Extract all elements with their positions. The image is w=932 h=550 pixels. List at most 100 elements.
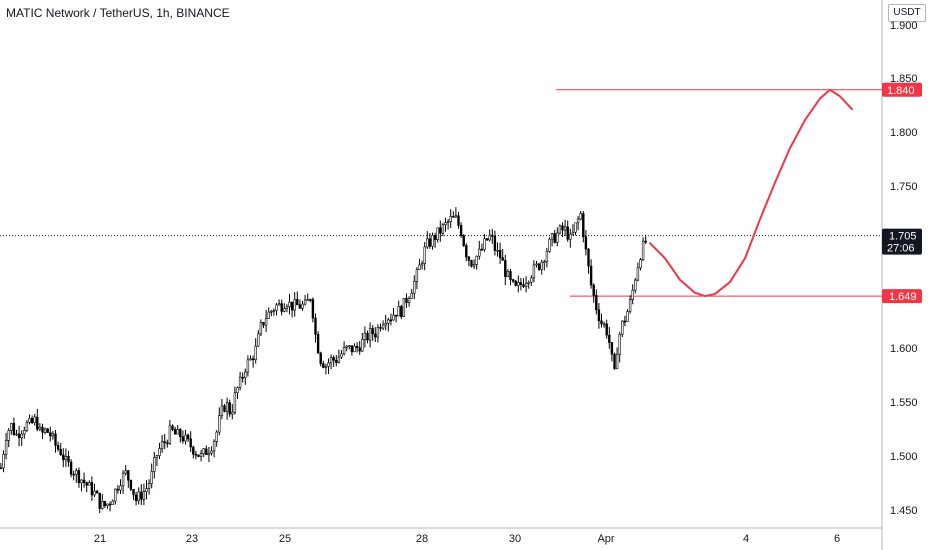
y-tick-label: 1.450 bbox=[890, 505, 918, 517]
candle-body bbox=[579, 213, 582, 220]
candle-body bbox=[176, 429, 179, 435]
candle-body bbox=[628, 299, 632, 312]
candle-body bbox=[293, 299, 296, 311]
candle-body bbox=[163, 441, 166, 444]
candle-body bbox=[478, 248, 481, 257]
candle-body bbox=[49, 432, 52, 437]
candle-body bbox=[140, 491, 143, 500]
candle-body bbox=[553, 233, 556, 243]
candle-body bbox=[545, 251, 549, 262]
candle-body bbox=[223, 405, 226, 412]
candle-body bbox=[342, 347, 346, 355]
candle-body bbox=[36, 416, 39, 430]
candle-body bbox=[228, 402, 231, 415]
candle-body bbox=[296, 299, 299, 306]
candle-body bbox=[522, 284, 525, 287]
candle-body bbox=[462, 235, 465, 246]
candle-body bbox=[605, 323, 608, 336]
candle-body bbox=[238, 376, 242, 388]
candle-body bbox=[353, 345, 356, 353]
candle-body bbox=[470, 260, 473, 267]
candle-body bbox=[561, 225, 564, 231]
candle-body bbox=[332, 357, 335, 361]
candle-body bbox=[418, 264, 421, 271]
candle-body bbox=[205, 448, 208, 456]
y-tick-label: 1.800 bbox=[890, 127, 918, 139]
candle-body bbox=[485, 238, 489, 241]
candle-body bbox=[153, 457, 156, 472]
support-price-badge: 1.649 bbox=[882, 289, 922, 304]
candle-body bbox=[262, 322, 265, 326]
candle-body bbox=[428, 238, 432, 247]
last-price-text: 1.705 bbox=[889, 231, 917, 243]
candle-body bbox=[137, 491, 140, 502]
candle-body bbox=[10, 423, 13, 431]
candle-body bbox=[532, 264, 536, 279]
candle-body bbox=[311, 299, 315, 319]
candle-body bbox=[155, 455, 159, 458]
candle-body bbox=[28, 418, 31, 423]
candle-body bbox=[423, 246, 426, 264]
candle-body bbox=[454, 215, 458, 218]
candle-body bbox=[171, 425, 174, 430]
candle-body bbox=[69, 461, 73, 475]
candle-body bbox=[199, 453, 203, 457]
candle-body bbox=[150, 471, 153, 484]
candle-body bbox=[111, 500, 114, 505]
candle-body bbox=[316, 334, 320, 354]
candle-body bbox=[319, 352, 322, 364]
candle-body bbox=[626, 311, 629, 322]
candle-body bbox=[329, 357, 333, 364]
candle-body bbox=[25, 422, 29, 431]
currency-label[interactable]: USDT bbox=[888, 4, 926, 22]
candle-body bbox=[530, 277, 533, 283]
candle-body bbox=[106, 503, 109, 506]
candle-body bbox=[306, 299, 309, 301]
candle-body bbox=[62, 454, 65, 461]
candle-body bbox=[407, 298, 411, 303]
candle-body bbox=[631, 289, 634, 300]
candle-body bbox=[379, 327, 382, 329]
candle-body bbox=[368, 328, 372, 341]
candle-body bbox=[623, 320, 627, 323]
y-tick-label: 1.850 bbox=[890, 73, 918, 85]
candle-body bbox=[576, 218, 580, 224]
candle-body bbox=[285, 306, 289, 309]
candle-body bbox=[644, 240, 647, 243]
candle-body bbox=[574, 222, 577, 233]
candle-body bbox=[95, 490, 99, 494]
candle-body bbox=[246, 359, 250, 373]
candle-body bbox=[537, 263, 541, 270]
candle-body bbox=[402, 297, 406, 317]
candle-body bbox=[114, 488, 117, 502]
candle-body bbox=[90, 482, 94, 496]
candle-body bbox=[548, 238, 551, 252]
candle-body bbox=[309, 299, 312, 301]
candle-body bbox=[272, 310, 276, 312]
candle-body bbox=[218, 415, 221, 433]
candle-body bbox=[20, 433, 23, 439]
candle-body bbox=[12, 423, 16, 435]
candle-body bbox=[350, 345, 354, 353]
candle-body bbox=[192, 446, 195, 455]
candle-body bbox=[540, 261, 543, 270]
candle-body bbox=[166, 442, 169, 445]
candle-body bbox=[4, 440, 8, 455]
candle-body bbox=[480, 248, 484, 251]
candle-body bbox=[465, 245, 468, 258]
candle-body bbox=[280, 303, 283, 312]
candle-body bbox=[254, 345, 257, 360]
projection-curve[interactable] bbox=[649, 88, 853, 298]
y-tick-label: 1.550 bbox=[890, 397, 918, 409]
candle-body bbox=[38, 426, 42, 430]
x-tick-label: 23 bbox=[186, 533, 198, 545]
support-price-text: 1.649 bbox=[889, 291, 917, 303]
candle-body bbox=[602, 323, 606, 326]
candle-body bbox=[225, 402, 229, 412]
candle-body bbox=[186, 434, 190, 440]
candle-body bbox=[488, 234, 491, 241]
candle-body bbox=[158, 448, 161, 456]
candle-body bbox=[103, 501, 107, 506]
